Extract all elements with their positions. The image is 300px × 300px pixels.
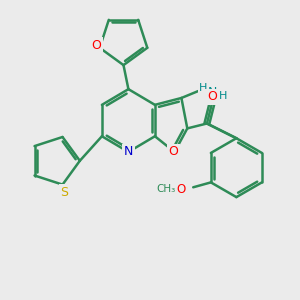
Text: O: O — [91, 39, 101, 52]
Text: H: H — [199, 83, 207, 93]
Text: N: N — [124, 146, 133, 158]
Text: O: O — [177, 183, 186, 196]
Text: S: S — [61, 186, 68, 199]
Text: H: H — [218, 91, 227, 101]
Text: O: O — [169, 146, 178, 158]
Text: CH₃: CH₃ — [156, 184, 175, 194]
Text: O: O — [207, 91, 217, 103]
Text: N: N — [208, 85, 218, 99]
